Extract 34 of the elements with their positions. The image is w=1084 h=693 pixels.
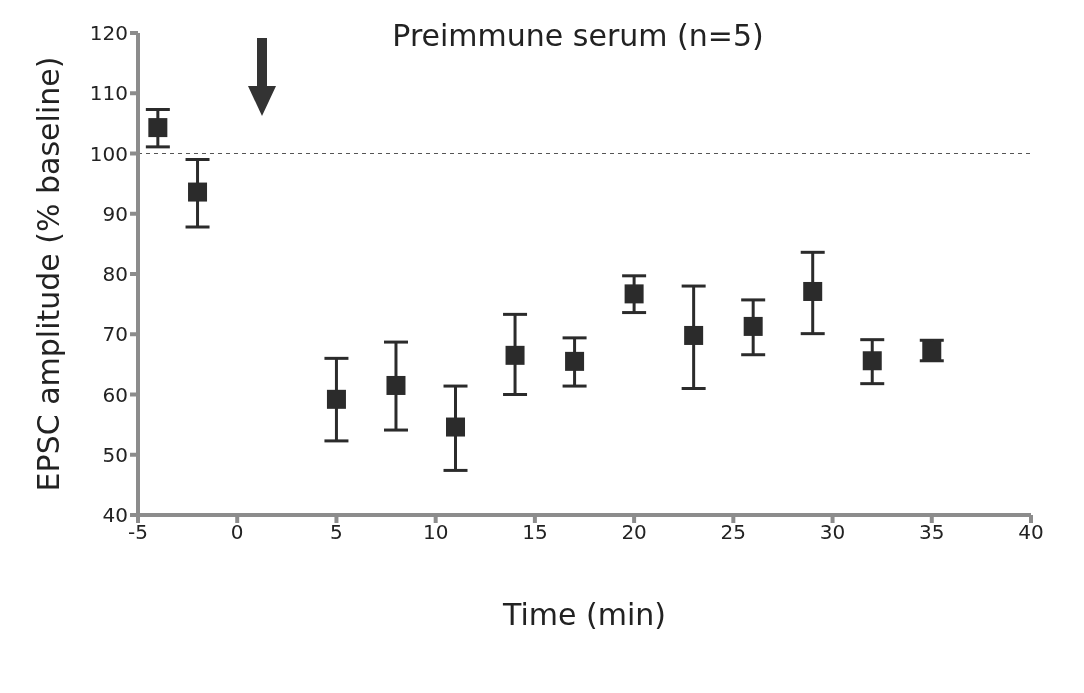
y-tick-label: 60 <box>102 382 128 407</box>
point <box>803 281 823 301</box>
x-tick-label: 20 <box>621 520 647 545</box>
y-tick-label: 120 <box>89 21 128 46</box>
x-tick-label: 35 <box>919 520 945 545</box>
x-tick-label: 10 <box>422 520 449 545</box>
point <box>446 417 466 437</box>
x-tick-label: 40 <box>1018 520 1044 545</box>
y-tick-label: 80 <box>102 262 128 287</box>
point <box>862 351 882 371</box>
point <box>624 284 644 304</box>
y-tick-label: 70 <box>102 322 128 347</box>
chart-title: Preimmune serum (n=5) <box>391 18 765 53</box>
y-axis-title: EPSC amplitude (% baseline) <box>30 56 66 492</box>
x-tick-label: 30 <box>819 520 846 545</box>
point <box>743 316 763 336</box>
point <box>565 351 585 371</box>
y-tick-label: 40 <box>102 503 128 528</box>
x-tick-label: 0 <box>230 520 244 545</box>
y-tick-label: 90 <box>102 201 128 226</box>
point <box>505 345 525 365</box>
x-tick-label: 15 <box>522 520 548 545</box>
x-tick-label: 25 <box>720 520 747 545</box>
x-tick-label: 5 <box>330 520 343 545</box>
y-tick-label: 50 <box>102 442 128 467</box>
point <box>148 118 168 138</box>
y-tick-label: 100 <box>89 141 128 166</box>
x-axis-title: Time (min) <box>502 597 666 632</box>
point <box>386 375 406 395</box>
point <box>684 325 704 345</box>
y-tick-label: 110 <box>89 81 128 106</box>
point <box>188 182 208 202</box>
x-tick-label: -5 <box>128 520 148 545</box>
point <box>326 389 346 409</box>
